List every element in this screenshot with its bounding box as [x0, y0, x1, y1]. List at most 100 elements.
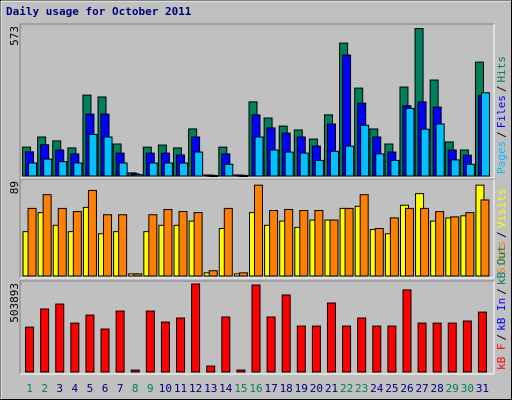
bar [194, 151, 204, 177]
legend-entry: Files [495, 95, 508, 128]
x-tick-label: 19 [295, 382, 308, 395]
bar [239, 174, 249, 177]
x-tick-label: 24 [370, 382, 384, 395]
bar [284, 151, 294, 177]
bar [450, 159, 460, 177]
bar [70, 322, 80, 373]
x-tick-label: 28 [431, 382, 444, 395]
x-tick-label: 31 [476, 382, 489, 395]
bar [417, 322, 427, 373]
bar [372, 325, 382, 373]
y-max-label: 573 [8, 26, 21, 46]
x-tick-label: 16 [249, 382, 262, 395]
bar [359, 194, 369, 277]
x-tick-label: 7 [117, 382, 124, 395]
bar [269, 210, 279, 277]
bar [254, 136, 264, 177]
bar [27, 207, 37, 277]
bar [55, 303, 65, 373]
bar [477, 311, 487, 373]
y-max-label: 503893 [8, 283, 21, 323]
legend-entry: Hits [495, 56, 508, 83]
x-tick-label: 4 [72, 382, 79, 395]
bar [130, 369, 140, 373]
x-tick-label: 9 [147, 382, 154, 395]
x-tick-label: 21 [325, 382, 338, 395]
x-tick-label: 25 [385, 382, 398, 395]
bar [404, 207, 414, 277]
x-tick-label: 15 [234, 382, 247, 395]
bar [72, 211, 82, 277]
bar [357, 317, 367, 373]
bar [375, 153, 385, 177]
bar [40, 308, 50, 373]
bar [314, 159, 324, 177]
x-tick-label: 1 [26, 382, 33, 395]
x-tick-label: 6 [102, 382, 109, 395]
bar [387, 325, 397, 373]
bar [345, 145, 355, 177]
legend: Sites / Visits [495, 189, 508, 275]
bar [342, 325, 352, 373]
legend-separator: / [495, 131, 508, 138]
bar [389, 217, 399, 277]
bar [208, 270, 218, 277]
bar [103, 214, 113, 277]
x-tick-label: 23 [355, 382, 368, 395]
x-tick-label: 13 [204, 382, 217, 395]
bar [73, 162, 83, 177]
bar [462, 320, 472, 373]
bar [329, 219, 339, 277]
y-max-label: 89 [8, 181, 21, 194]
bar [206, 365, 216, 373]
bar [281, 294, 291, 373]
bar [179, 162, 189, 177]
bar [450, 216, 460, 277]
x-tick-label: 30 [461, 382, 474, 395]
legend-separator: / [495, 334, 508, 341]
x-tick-label: 2 [41, 382, 48, 395]
x-tick-label: 26 [400, 382, 413, 395]
bar [193, 212, 203, 277]
x-tick-label: 17 [264, 382, 277, 395]
bar [133, 174, 143, 177]
x-tick-label: 14 [219, 382, 233, 395]
bar [118, 162, 128, 177]
bar [209, 174, 219, 177]
x-tick-label: 12 [189, 382, 202, 395]
bar [148, 214, 158, 277]
bar [28, 162, 38, 177]
legend-entry: Visits [495, 189, 508, 229]
chart-title: Daily usage for October 2011 [6, 5, 192, 18]
bar [148, 162, 158, 177]
bar [435, 123, 445, 177]
bar [480, 199, 490, 277]
bar [251, 284, 261, 373]
legend-entry: kB Out [495, 245, 508, 285]
legend-entry: kB In [495, 298, 508, 331]
legend-entry: Pages [495, 141, 508, 174]
legend-entry: Sites [495, 241, 508, 274]
bar [58, 161, 68, 177]
bar [284, 208, 294, 277]
legend-entry: kB F [495, 344, 508, 371]
bar [176, 317, 186, 373]
bar [103, 136, 113, 177]
bar [374, 227, 384, 277]
bar [296, 325, 306, 373]
x-tick-label: 27 [415, 382, 428, 395]
bar [133, 273, 143, 277]
bar [118, 214, 128, 277]
bar [100, 328, 110, 373]
bar [390, 159, 400, 177]
bar [420, 128, 430, 177]
bar [25, 326, 35, 373]
bar [311, 325, 321, 373]
bar [88, 133, 98, 177]
x-tick-label: 20 [310, 382, 323, 395]
bar [238, 272, 248, 277]
bar [178, 211, 188, 277]
bar [465, 212, 475, 277]
x-tick-label: 29 [446, 382, 459, 395]
